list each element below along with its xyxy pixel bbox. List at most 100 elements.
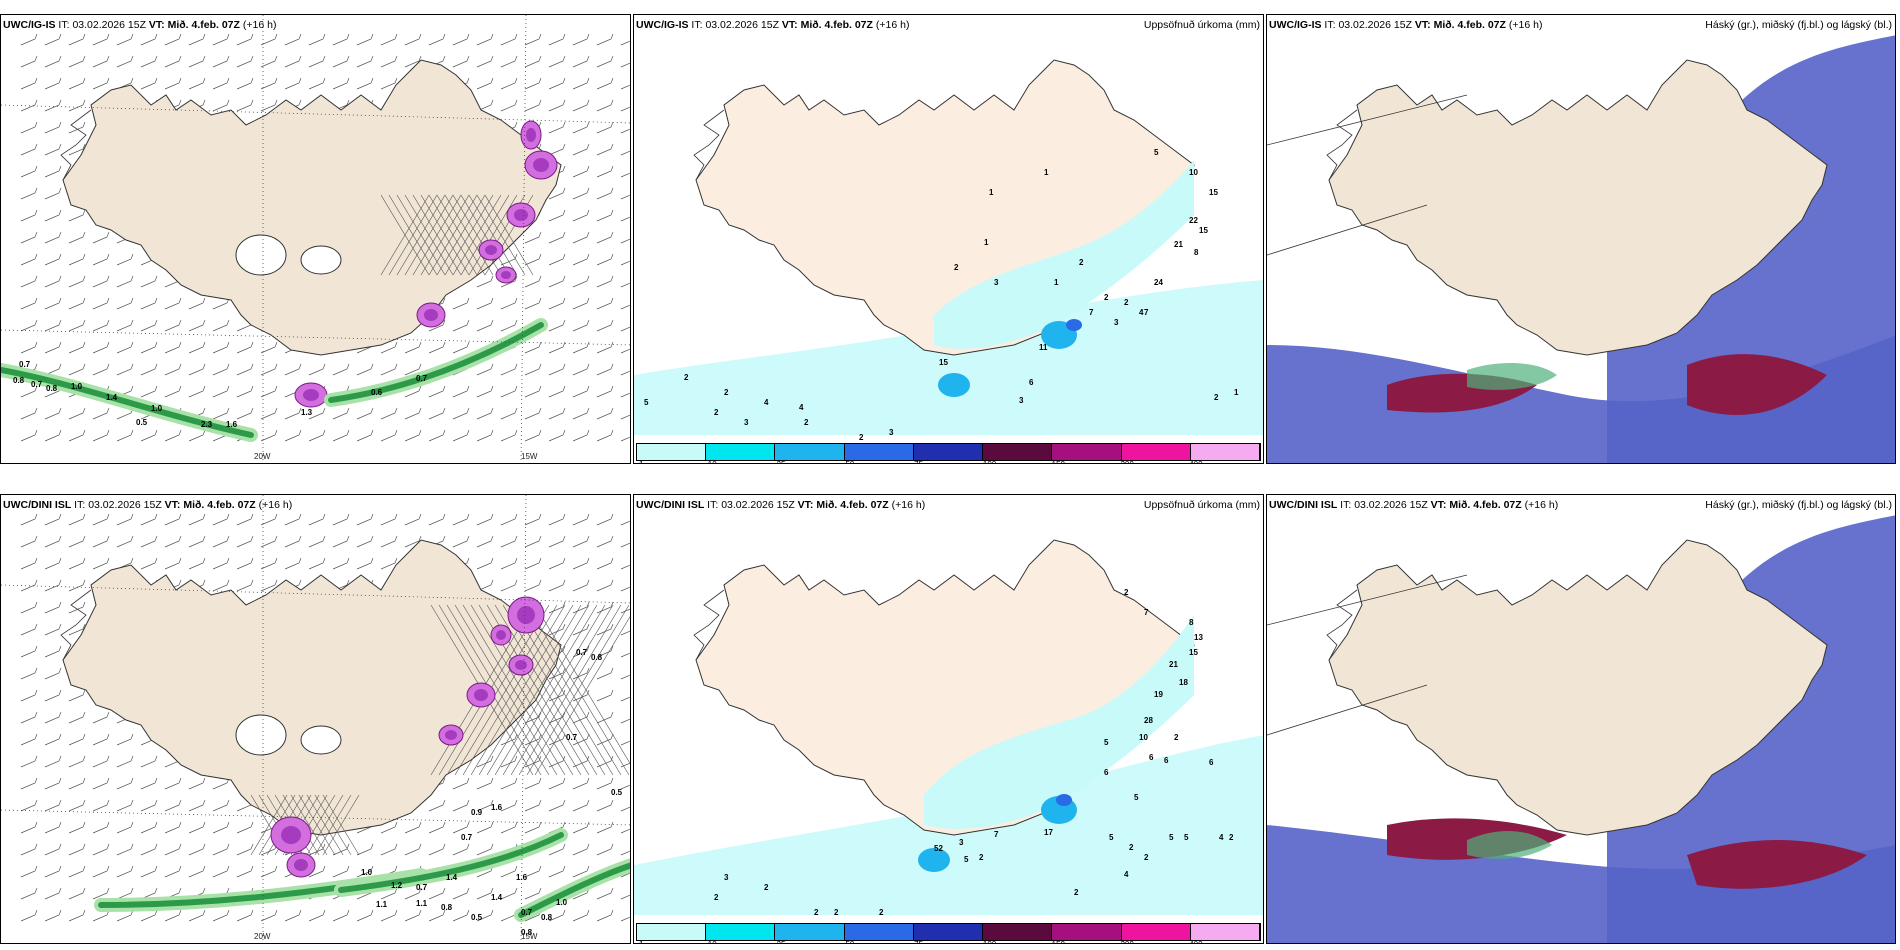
wind-label: 0.5 <box>136 418 148 427</box>
colorbar-label: 50 <box>845 460 854 463</box>
colorbar-label: 1 <box>639 460 643 463</box>
wind-barb <box>260 865 278 878</box>
precip-title: Uppsöfnuð úrkoma (mm) <box>1143 19 1260 31</box>
wind-barb <box>452 429 470 442</box>
precip-value: 5 <box>1104 738 1109 747</box>
wind-barb <box>68 429 86 442</box>
wind-barb <box>92 407 110 420</box>
wind-barb <box>44 557 62 570</box>
colorbar-segment <box>1121 924 1191 940</box>
precip-value: 22 <box>1189 216 1198 225</box>
coast-detail <box>693 589 725 661</box>
wind-barb <box>116 909 134 922</box>
wind-label: 0.8 <box>441 903 453 912</box>
wind-barb <box>20 623 38 636</box>
hatch-line <box>470 604 574 776</box>
wind-barb <box>116 865 134 878</box>
wind-barb <box>188 513 206 526</box>
wind-barb <box>92 843 110 856</box>
wind-barb <box>140 535 158 548</box>
lon-15w: 15W <box>521 932 538 941</box>
wind-label: 0.9 <box>471 808 483 817</box>
wind-barb <box>596 799 614 812</box>
wind-barb <box>212 799 230 812</box>
wind-barb <box>404 513 422 526</box>
wind-barb <box>428 385 446 398</box>
wind-barb <box>548 187 566 200</box>
wind-barb <box>524 887 542 900</box>
wind-barb <box>452 407 470 420</box>
wind-label: 1.2 <box>391 881 403 890</box>
wind-barb <box>20 557 38 570</box>
wind-barb <box>596 363 614 376</box>
precip-value: 6 <box>1164 756 1169 765</box>
wind-barb <box>260 77 278 90</box>
colorbar-segment <box>1052 444 1122 460</box>
wind-barb <box>164 385 182 398</box>
precip-value: 4 <box>1219 833 1224 842</box>
wind-barb <box>164 363 182 376</box>
wind-barb <box>116 297 134 310</box>
wind-barb <box>212 385 230 398</box>
wind-barb <box>548 407 566 420</box>
wind-barb <box>308 909 326 922</box>
wind-barb <box>452 33 470 46</box>
wind-barb <box>548 777 566 790</box>
wind-barb <box>20 209 38 222</box>
wind-barb <box>548 341 566 354</box>
wind-barb <box>452 843 470 856</box>
wind-barb <box>212 557 230 570</box>
wind-barb <box>92 799 110 812</box>
wind-barb <box>92 55 110 68</box>
colorbar-labels: 1 10 25 50 75 100 150 200 400 <box>639 940 1258 943</box>
wind-barb <box>524 777 542 790</box>
wind-barb <box>572 165 590 178</box>
wind-barb <box>20 579 38 592</box>
wind-barb <box>20 55 38 68</box>
wind-barb <box>188 55 206 68</box>
wind-barb <box>452 821 470 834</box>
snow-blob-core <box>485 245 497 255</box>
wind-barb <box>356 843 374 856</box>
wind-barb <box>500 777 518 790</box>
wind-barb <box>548 865 566 878</box>
wind-barb <box>20 407 38 420</box>
wind-barb <box>548 363 566 376</box>
wind-barb <box>428 887 446 900</box>
colorbar-segment <box>775 444 845 460</box>
snow-blob-core <box>533 158 549 172</box>
wind-label: 0.8 <box>591 653 603 662</box>
cloud-title: Háský (gr.), miðský (fj.bl.) og lágský (… <box>1705 499 1892 511</box>
wind-barb <box>380 77 398 90</box>
wind-barb <box>236 407 254 420</box>
wind-barb <box>356 407 374 420</box>
wind-barb <box>596 33 614 46</box>
wind-barb <box>428 407 446 420</box>
wind-barb <box>44 799 62 812</box>
wind-label: 2.3 <box>201 420 213 429</box>
wind-barb <box>20 275 38 288</box>
wind-barb <box>620 436 630 442</box>
precip-value: 6 <box>1104 768 1109 777</box>
wind-barb <box>620 392 630 398</box>
wind-barb <box>524 865 542 878</box>
wind-label: 0.8 <box>521 928 533 937</box>
panel-header: UWC/IG-IS IT: 03.02.2026 15Z VT: Mið. 4.… <box>636 19 910 31</box>
wind-barb <box>524 557 542 570</box>
wind-barb <box>476 55 494 68</box>
panel-bottom-left-snow: 0.7 0.8 0.7 0.5 0.9 1.6 0.7 1.0 1.2 1.1 1.1 0.8 1.6 1… <box>0 494 631 944</box>
wind-barb <box>620 542 630 548</box>
wind-barb <box>428 821 446 834</box>
wind-barb <box>572 363 590 376</box>
wind-barb <box>620 850 630 856</box>
wind-barb <box>308 77 326 90</box>
wind-barb <box>44 733 62 746</box>
wind-barb <box>620 128 630 134</box>
snow-blob-core <box>294 859 308 871</box>
wind-barb <box>476 319 494 332</box>
wind-barb <box>380 535 398 548</box>
wind-barb <box>236 557 254 570</box>
wind-label: 0.7 <box>566 733 578 742</box>
wind-barb <box>596 711 614 724</box>
wind-barb <box>68 865 86 878</box>
